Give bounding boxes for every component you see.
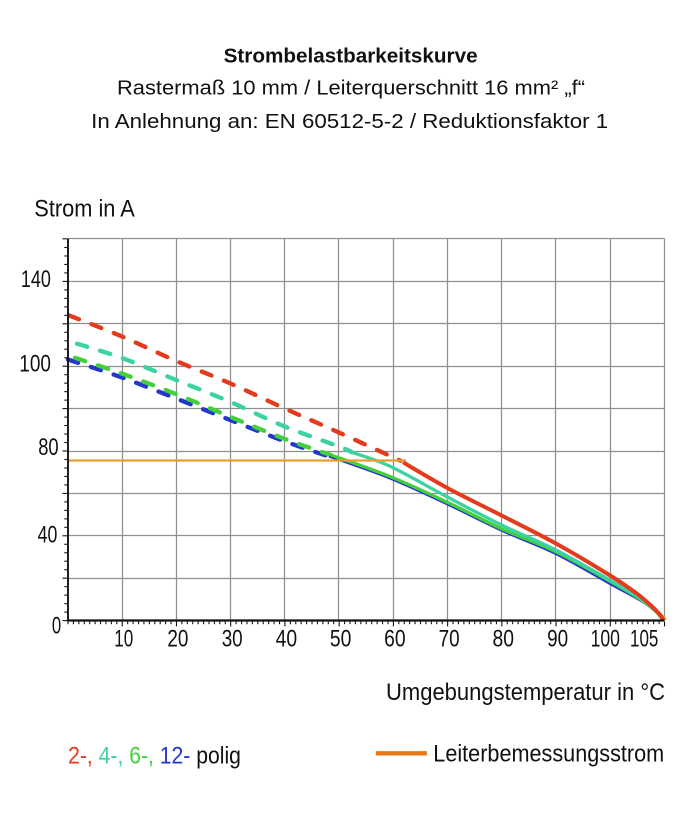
svg-text:140: 140: [21, 266, 51, 293]
svg-text:10: 10: [114, 626, 133, 653]
svg-text:30: 30: [222, 626, 243, 653]
svg-text:0: 0: [52, 613, 61, 640]
svg-text:Strombelastbarkeitskurve: Strombelastbarkeitskurve: [224, 44, 478, 67]
svg-text:60: 60: [384, 626, 406, 653]
svg-text:105: 105: [630, 626, 658, 653]
svg-text:90: 90: [547, 626, 568, 653]
svg-text:70: 70: [439, 626, 460, 653]
svg-text:In Anlehnung an: EN 60512-5-2: In Anlehnung an: EN 60512-5-2 / Reduktio…: [91, 110, 608, 133]
svg-text:80: 80: [493, 626, 515, 653]
svg-text:40: 40: [276, 626, 298, 653]
svg-text:100: 100: [591, 626, 620, 653]
svg-text:40: 40: [38, 522, 58, 549]
svg-text:Strom in A: Strom in A: [34, 196, 135, 223]
svg-text:80: 80: [38, 434, 58, 461]
svg-text:100: 100: [19, 351, 51, 378]
svg-text:2-, 4-, 6-, 12- polig: 2-, 4-, 6-, 12- polig: [68, 743, 241, 770]
svg-text:20: 20: [167, 626, 188, 653]
svg-text:Rastermaß 10 mm / Leiterquersc: Rastermaß 10 mm / Leiterquerschnitt 16 m…: [117, 77, 585, 100]
svg-text:50: 50: [330, 626, 352, 653]
svg-text:Leiterbemessungsstrom: Leiterbemessungsstrom: [433, 741, 664, 768]
svg-text:Umgebungstemperatur in °C: Umgebungstemperatur in °C: [386, 679, 665, 706]
